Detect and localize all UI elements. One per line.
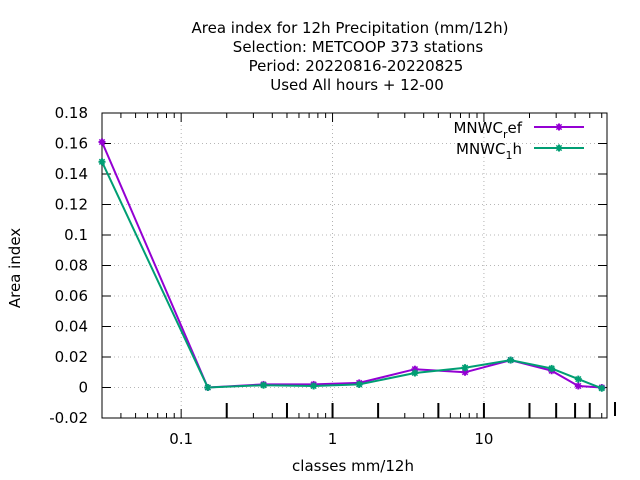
y-tick-label: 0.1 (64, 226, 88, 244)
x-tick-label: 0.1 (169, 430, 193, 448)
y-tick-label: 0.08 (55, 257, 88, 275)
series-line (101, 161, 603, 390)
data-point (411, 369, 419, 377)
y-tick-label: 0.12 (55, 196, 88, 214)
title-line-3: Period: 20220816-20220825 (249, 57, 464, 75)
data-point (461, 364, 469, 372)
grid (102, 113, 607, 418)
y-tick-label: -0.02 (49, 409, 88, 427)
y-tick-label: 0.14 (55, 165, 88, 183)
data-point (548, 364, 556, 372)
data-point (574, 375, 582, 383)
legend-entry-label: MNWCref (453, 119, 522, 141)
plot-border (101, 112, 608, 419)
data-point (507, 356, 515, 364)
y-tick-label: 0.18 (55, 104, 88, 122)
y-axis-label: Area index (6, 228, 24, 308)
axes: -0.02 0 0.02 0.04 0.06 0.08 0.1 0.12 0.14 0.16 0.1… (49, 104, 616, 448)
y-tick-label: 0.06 (55, 287, 88, 305)
y-tick-label: 0.02 (55, 348, 88, 366)
data-point (260, 381, 268, 389)
y-tick-label: 0.16 (55, 135, 88, 153)
title-line-2: Selection: METCOOP 373 stations (233, 38, 484, 56)
data-point (355, 380, 363, 388)
x-axis-label: classes mm/12h (292, 457, 414, 475)
series-line (101, 141, 602, 389)
data-point (98, 158, 106, 166)
y-tick-label: 0 (78, 379, 88, 397)
data-point (598, 384, 606, 392)
y-tick-label: 0.04 (55, 318, 88, 336)
title-line-1: Area index for 12h Precipitation (mm/12h… (192, 19, 509, 37)
data-point (204, 384, 212, 391)
legend-marker (555, 144, 563, 152)
data-point (310, 382, 318, 390)
legend-marker (555, 123, 563, 131)
x-tick-label: 1 (328, 430, 338, 448)
x-tick-label: 10 (474, 430, 493, 448)
data-point (98, 138, 106, 146)
data-point (574, 382, 582, 390)
legend-entry-label: MNWC1h (456, 140, 522, 162)
series (98, 138, 606, 392)
title-line-4: Used All hours + 12-00 (270, 76, 444, 94)
chart-title: Area index for 12h Precipitation (mm/12h… (192, 19, 509, 94)
